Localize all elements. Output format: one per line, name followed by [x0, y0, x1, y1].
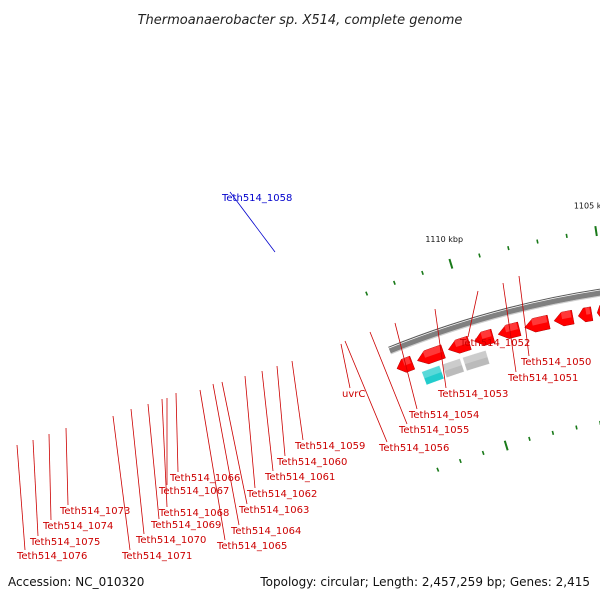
inner-tick-1109 [528, 436, 531, 441]
leader-line-15 [199, 389, 226, 541]
leader-line-2 [502, 282, 517, 373]
inner-tick-1113 [436, 467, 440, 472]
gene-label-teth514-1059: Teth514_1059 [294, 441, 365, 452]
reverse-cds-shine-26 [531, 315, 548, 326]
cog-track [421, 350, 490, 386]
gene-label-teth514-1067: Teth514_1067 [158, 486, 229, 497]
cog-block-shine-18 [462, 350, 488, 365]
accession-text: Accession: NC_010320 [8, 575, 144, 589]
gene-label-teth514-1051: Teth514_1051 [507, 373, 578, 384]
gene-label-teth514-1058: Teth514_1058 [221, 193, 292, 204]
leader-line-25 [16, 444, 26, 551]
outer-tick-1108 [507, 245, 510, 251]
cog-block-20 [421, 365, 445, 386]
leader-line-10 [276, 365, 286, 457]
gene-label-teth514-1055: Teth514_1055 [398, 425, 469, 436]
inner-tick-1107 [575, 425, 578, 430]
leader-line-8 [340, 343, 351, 389]
leader-line-24 [32, 439, 39, 537]
inner-tick-1111 [481, 450, 485, 456]
outer-tick-1105 [594, 225, 598, 237]
cog-block-shine-20 [421, 365, 442, 379]
leader-line-12 [244, 375, 256, 489]
leader-line-9 [291, 360, 304, 441]
outer-tick-1110 [448, 258, 454, 269]
leader-line-22 [65, 427, 69, 506]
cog-block-19 [441, 358, 465, 378]
inner-tick-1108 [551, 430, 555, 435]
gene-label-teth514-1063: Teth514_1063 [238, 505, 309, 516]
gene-label-teth514-1050: Teth514_1050 [520, 357, 591, 368]
leader-line-4 [434, 308, 447, 389]
gene-label-uvrc: uvrC [342, 389, 365, 400]
cog-block-18 [462, 350, 490, 372]
cog-block-shine-19 [441, 358, 463, 372]
reverse-cds-shine-29 [454, 336, 468, 348]
gene-label-teth514-1061: Teth514_1061 [264, 472, 335, 483]
gene-label-teth514-1052: Teth514_1052 [459, 338, 530, 349]
leader-line-7 [344, 340, 388, 443]
gene-label-teth514-1075: Teth514_1075 [29, 537, 100, 548]
backbone-edge [388, 288, 600, 348]
genome-summary-text: Topology: circular; Length: 2,457,259 bp… [259, 575, 590, 589]
gene-label-teth514-1054: Teth514_1054 [408, 410, 479, 421]
genome-backbone [388, 288, 600, 355]
gene-label-teth514-1071: Teth514_1071 [121, 551, 192, 562]
gene-label-teth514-1060: Teth514_1060 [276, 457, 347, 468]
reverse-cds-shine-24 [585, 307, 591, 315]
reverse-cds-shine-28 [480, 329, 492, 339]
outer-tick-1107 [536, 239, 539, 244]
inner-tick-1112 [458, 458, 462, 464]
leader-line-21 [112, 415, 131, 551]
inner-tick-1110 [503, 440, 509, 451]
gene-label-teth514-1074: Teth514_1074 [42, 521, 113, 532]
backbone-outer [388, 290, 600, 354]
leader-line-0 [229, 191, 276, 253]
leader-line-20 [130, 408, 145, 535]
ruler-label-1105: 1105 kbp [574, 201, 600, 210]
reverse-cds-shine-25 [560, 310, 572, 320]
outer-tick-1111 [421, 270, 424, 276]
leader-line-23 [48, 433, 52, 521]
leader-line-18 [161, 398, 168, 508]
label-leader-lines [16, 191, 530, 551]
leader-line-14 [212, 383, 240, 526]
reverse-cds-shine-27 [504, 322, 519, 333]
outer-tick-1113 [365, 291, 369, 296]
gene-label-teth514-1068: Teth514_1068 [158, 508, 229, 519]
leader-line-5 [394, 322, 418, 410]
backbone-highlight [390, 295, 600, 355]
gene-label-teth514-1070: Teth514_1070 [135, 535, 206, 546]
gene-label-teth514-1076: Teth514_1076 [16, 551, 87, 562]
outer-tick-1109 [478, 253, 481, 258]
map-title: Thermoanaerobacter sp. X514, complete ge… [138, 13, 463, 28]
gene-label-teth514-1056: Teth514_1056 [378, 443, 449, 454]
gene-label-teth514-1065: Teth514_1065 [216, 541, 287, 552]
reverse-cds-shine-30 [422, 345, 442, 358]
tick-track [365, 225, 600, 472]
leader-line-16 [175, 392, 179, 473]
leader-line-11 [261, 370, 274, 472]
gene-label-teth514-1064: Teth514_1064 [230, 526, 301, 537]
leader-line-13 [221, 381, 248, 505]
leader-line-6 [369, 331, 408, 425]
leader-line-1 [518, 275, 530, 357]
outer-tick-1112 [392, 280, 396, 285]
gene-label-teth514-1066: Teth514_1066 [169, 473, 240, 484]
leader-line-19 [147, 403, 160, 520]
gene-label-teth514-1062: Teth514_1062 [246, 489, 317, 500]
gene-label-teth514-1073: Teth514_1073 [59, 506, 130, 517]
gene-label-teth514-1069: Teth514_1069 [150, 520, 221, 531]
outer-tick-1106 [565, 233, 568, 238]
ruler-labels: 1080 kbp1085 kbp1090 kbp1095 kbp1100 kbp… [425, 201, 600, 244]
gene-labels: Teth514_1058 Teth514_1050 Teth514_1051 Teth… [16, 193, 591, 562]
ruler-label-1110: 1110 kbp [425, 235, 463, 244]
gene-label-teth514-1053: Teth514_1053 [437, 389, 508, 400]
leader-line-3 [467, 290, 479, 338]
